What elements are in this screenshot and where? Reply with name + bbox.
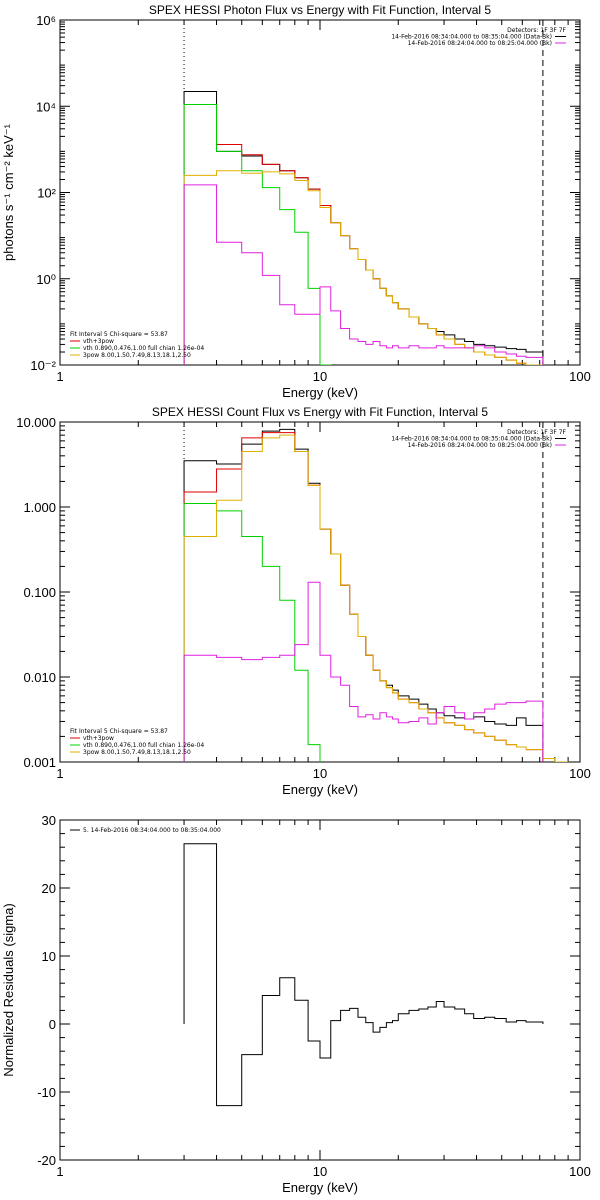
legend-entry: vth+3pow — [83, 338, 114, 345]
y-tick-label: 10⁰ — [36, 272, 56, 287]
legend-bottom: Fit Interval 5 Chi-square = 53.87vth+3po… — [70, 331, 204, 359]
y-tick-label: 10 — [42, 949, 56, 964]
x-tick-label: 10 — [313, 1164, 327, 1179]
y-axis-label: photons s⁻¹ cm⁻² keV⁻¹ — [1, 123, 16, 261]
legend-entry: Detectors: 1F 3F 7F — [507, 429, 566, 436]
y-tick-label: -10 — [37, 1085, 56, 1100]
legend-entry: Detectors: 1F 3F 7F — [507, 27, 566, 34]
legend-bottom: Fit Interval 5 Chi-square = 53.87vth+3po… — [70, 728, 204, 756]
series-group — [183, 90, 544, 365]
series-group — [183, 428, 569, 762]
chart-title: SPEX HESSI Photon Flux vs Energy with Fi… — [149, 3, 491, 17]
y-tick-label: 20 — [42, 881, 56, 896]
x-tick-label: 10 — [313, 369, 327, 384]
y-axis: -20 -10 0 10 20 30 — [37, 813, 580, 1168]
chart-panel-1: SPEX HESSI Photon Flux vs Energy with Fi… — [1, 3, 591, 400]
legend-entry: 14-Feb-2016 08:34:04.000 to 08:35:04.000… — [391, 34, 552, 41]
x-tick-label: 1 — [56, 1164, 63, 1179]
y-tick-label: 0.100 — [23, 585, 56, 600]
legend-top: 5. 14-Feb-2016 08:34:04.000 to 08:35:04.… — [70, 827, 221, 834]
legend-entry: vth 0.890,0.476,1.00 full chian 1.26e-04 — [83, 345, 204, 352]
y-tick-label: -20 — [37, 1153, 56, 1168]
x-axis-label: Energy (keV) — [282, 385, 358, 400]
series-5-14-feb-2016-08-34-04-000-to-08-35-04-000 — [183, 843, 544, 1107]
legend-entry: vth+3pow — [83, 735, 114, 742]
y-tick-label: 0 — [49, 1017, 56, 1032]
chart-panel-2: SPEX HESSI Count Flux vs Energy with Fit… — [16, 405, 591, 797]
series-3pow — [183, 434, 569, 762]
x-axis-label: Energy (keV) — [282, 782, 358, 797]
y-tick-label: 0.010 — [23, 670, 56, 685]
chart-panel-3: Energy (keV) Normalized Residuals (sigma)… — [1, 813, 591, 1195]
y-axis: 0.001 0.010 0.100 1.000 10.000 — [16, 415, 580, 770]
fit-summary: Fit Interval 5 Chi-square = 53.87 — [70, 728, 168, 735]
y-tick-label: 10⁻² — [30, 358, 56, 373]
legend-entry: 14-Feb-2016 08:24:04.000 to 08:25:04.000… — [408, 40, 552, 47]
x-tick-label: 1 — [56, 766, 63, 781]
y-tick-label: 1.000 — [23, 500, 56, 515]
legend-entry: 14-Feb-2016 08:34:04.000 to 08:35:04.000… — [391, 436, 552, 443]
x-axis-label: Energy (keV) — [282, 1180, 358, 1195]
x-tick-label: 100 — [569, 1164, 591, 1179]
legend-entry: 3pow 8.00,1.50,7.49,8.13,18.1,2.50 — [83, 352, 191, 359]
series-bk — [183, 184, 544, 365]
x-axis: 1 10 100 — [56, 820, 591, 1179]
legend-entry: 5. 14-Feb-2016 08:34:04.000 to 08:35:04.… — [83, 827, 221, 834]
series-bk — [183, 581, 544, 762]
y-tick-label: 10² — [37, 186, 56, 201]
y-axis-label: Normalized Residuals (sigma) — [1, 903, 16, 1076]
x-axis: 1 10 100 — [56, 422, 591, 781]
x-tick-label: 100 — [569, 766, 591, 781]
y-tick-label: 0.001 — [23, 755, 56, 770]
legend-entry: 3pow 8.00,1.50,7.49,8.13,18.1,2.50 — [83, 749, 191, 756]
x-tick-label: 10 — [313, 766, 327, 781]
fit-summary: Fit Interval 5 Chi-square = 53.87 — [70, 331, 168, 338]
y-axis: 10⁻² 10⁰ 10² 10⁴ 10⁶ — [30, 13, 580, 373]
y-tick-label: 10⁴ — [36, 99, 56, 114]
legend-entry: vth 0.890,0.476,1.00 full chian 1.26e-04 — [83, 742, 204, 749]
series-3pow — [183, 170, 544, 365]
chart-title: SPEX HESSI Count Flux vs Energy with Fit… — [152, 405, 488, 419]
series-group — [183, 843, 544, 1107]
x-tick-label: 100 — [569, 369, 591, 384]
y-tick-label: 30 — [42, 813, 56, 828]
y-tick-label: 10.000 — [16, 415, 56, 430]
y-tick-label: 10⁶ — [36, 13, 56, 28]
x-tick-label: 1 — [56, 369, 63, 384]
legend-entry: 14-Feb-2016 08:24:04.000 to 08:25:04.000… — [408, 442, 552, 449]
